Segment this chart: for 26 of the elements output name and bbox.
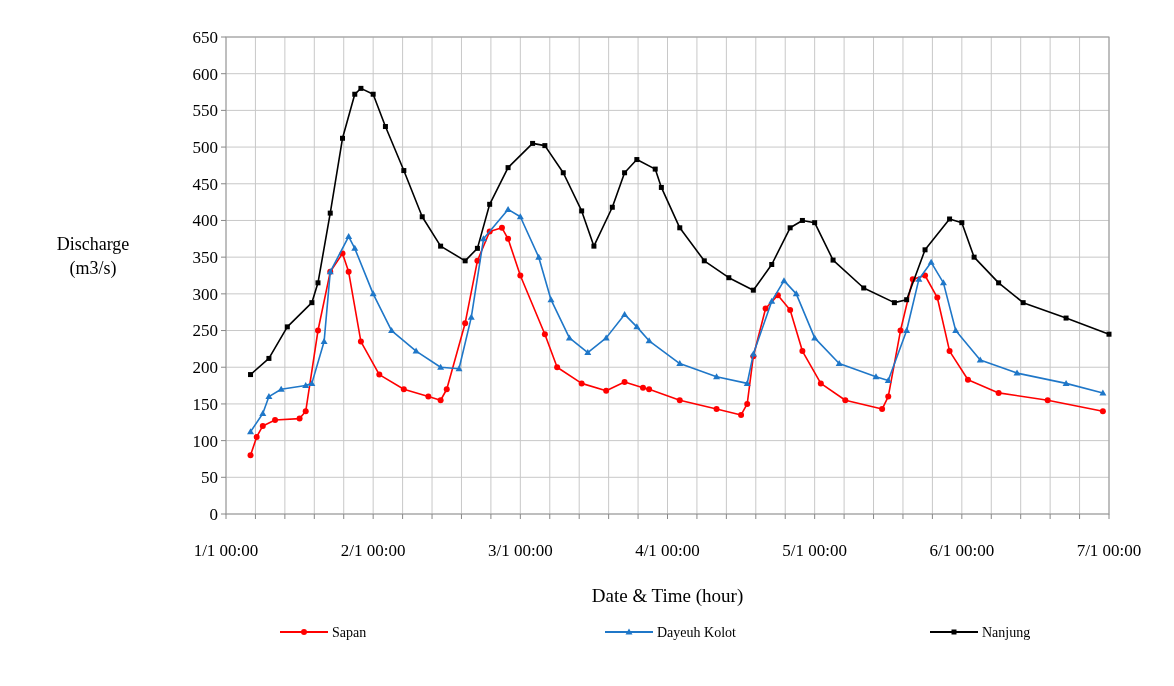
x-tick-label: 2/1 00:00 — [340, 541, 406, 560]
x-tick-label: 5/1 00:00 — [782, 541, 848, 560]
y-tick-label: 0 — [209, 504, 218, 524]
y-tick-label: 200 — [192, 358, 218, 378]
y-tick-label: 250 — [192, 321, 218, 341]
y-tick-label: 350 — [192, 248, 218, 268]
y-tick-label: 600 — [192, 64, 218, 84]
x-tick-label: 1/1 00:00 — [193, 541, 259, 560]
y-tick-label: 100 — [192, 431, 218, 451]
x-tick-label: 3/1 00:00 — [487, 541, 553, 560]
y-tick-label: 50 — [201, 468, 218, 488]
y-tick-label: 300 — [192, 284, 218, 304]
y-tick-label: 400 — [192, 211, 218, 231]
y-tick-label: 150 — [192, 394, 218, 414]
x-tick-label: 4/1 00:00 — [635, 541, 700, 560]
x-axis-title: Date & Time (hour) — [591, 585, 744, 607]
legend-label: Sapan — [332, 624, 367, 640]
x-tick-label: 7/1 00:00 — [1076, 541, 1142, 560]
y-tick-label: 450 — [192, 174, 218, 194]
y-axis-title: Discharge (m3/s) — [56, 234, 130, 279]
y-tick-label: 650 — [192, 27, 218, 47]
y-tick-label: 550 — [192, 101, 218, 121]
legend-label: Nanjung — [982, 624, 1031, 640]
x-tick-label: 6/1 00:00 — [929, 541, 995, 560]
y-tick-label: 500 — [192, 138, 218, 158]
legend-label: Dayeuh Kolot — [657, 624, 737, 640]
